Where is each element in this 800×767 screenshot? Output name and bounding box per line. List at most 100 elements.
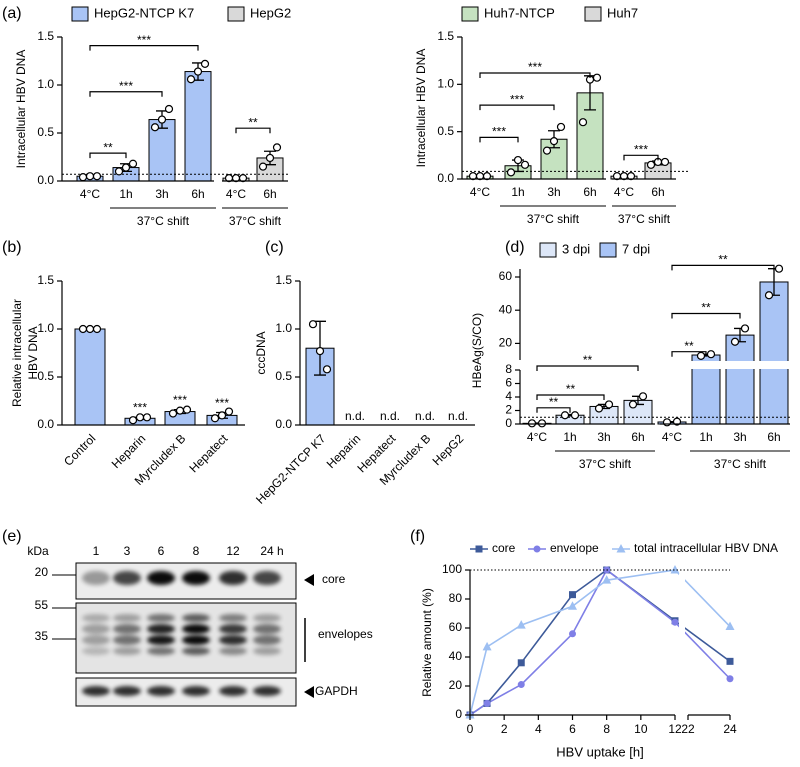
significance-label: **	[718, 253, 728, 267]
band	[219, 647, 247, 655]
legend-swatch	[461, 6, 479, 22]
band	[219, 571, 247, 585]
y-tick-label: 0.5	[437, 124, 454, 138]
marker-label: 55	[35, 598, 49, 612]
panel-label: (c)	[265, 239, 284, 256]
data-point	[258, 162, 268, 171]
arrow	[304, 686, 314, 698]
data-point	[135, 413, 145, 422]
panel-label: (d)	[505, 239, 525, 256]
group-label: 37°C shift	[579, 457, 632, 471]
band	[253, 635, 281, 645]
data-point	[740, 324, 750, 333]
y-tick-label: 0.0	[37, 417, 54, 431]
y-tick-label: 0.5	[37, 369, 54, 383]
value-label: n.d.	[345, 409, 365, 423]
group-label: 37°C shift	[527, 212, 580, 226]
significance-bracket	[671, 312, 741, 319]
band	[253, 614, 281, 622]
data-point	[168, 409, 178, 418]
lane-label: 12	[226, 544, 240, 558]
arrow	[304, 574, 314, 586]
band	[219, 635, 247, 645]
data-point	[660, 157, 670, 167]
data-point	[238, 174, 248, 183]
legend-label: envelope	[550, 541, 599, 555]
data-point	[730, 337, 740, 346]
data-point	[78, 173, 88, 182]
data-point	[549, 137, 559, 146]
data-point	[85, 172, 95, 181]
marker	[517, 681, 525, 689]
significance-label: ***	[215, 396, 229, 410]
y-tick-label: 40	[499, 302, 513, 316]
y-tick-label: 0.0	[437, 171, 454, 185]
data-point	[193, 67, 203, 76]
group-label: 37°C shift	[618, 212, 671, 226]
y-axis-label: Relative amount (%)	[420, 588, 434, 697]
panel-label: (b)	[2, 239, 22, 256]
significance-label: **	[549, 395, 559, 409]
x-tick-label: 6h	[651, 185, 664, 199]
series-line	[469, 568, 731, 716]
x-tick-label: 6h	[631, 430, 644, 444]
significance-label: **	[248, 115, 258, 129]
x-tick-label: 1h	[563, 430, 576, 444]
band	[253, 624, 281, 634]
significance-bracket	[89, 152, 127, 159]
marker	[569, 591, 576, 599]
y-tick-label: 60	[499, 269, 513, 283]
y-tick-label: 1.0	[437, 77, 454, 91]
marker	[517, 659, 525, 667]
panel-label: (e)	[2, 528, 22, 545]
group-label: 37°C shift	[714, 457, 767, 471]
data-point	[308, 320, 318, 329]
x-tick-label: 4°C	[226, 187, 246, 201]
significance-label: ***	[510, 92, 524, 106]
data-point	[157, 115, 167, 124]
x-tick-label: 6h	[191, 187, 204, 201]
data-point	[121, 163, 131, 172]
marker-label: 35	[35, 629, 49, 643]
band	[182, 614, 210, 622]
marker	[483, 699, 491, 707]
data-point	[578, 118, 588, 127]
marker	[725, 621, 735, 631]
x-tick-label: 4°C	[80, 187, 100, 201]
data-point	[764, 291, 774, 300]
lane-label: 1	[93, 544, 100, 558]
x-tick-label: 3h	[733, 430, 746, 444]
x-tick-label: 4°C	[662, 430, 682, 444]
value-label: n.d.	[448, 409, 468, 423]
data-point	[626, 172, 636, 181]
series-line	[469, 569, 731, 716]
significance-label: ***	[173, 393, 187, 407]
axis-break	[679, 562, 685, 737]
y-axis-label: HBeAg(S/CO)	[470, 313, 484, 388]
band	[147, 571, 175, 585]
data-point	[513, 155, 523, 165]
data-point	[706, 350, 716, 359]
data-point	[182, 405, 192, 414]
band	[82, 635, 110, 645]
band	[82, 686, 110, 696]
marker	[482, 641, 492, 651]
y-tick-label: 6	[505, 376, 512, 390]
marker	[568, 601, 577, 610]
y-tick-label: 1.5	[37, 273, 54, 287]
band	[113, 686, 141, 696]
significance-label: ***	[528, 60, 542, 74]
data-point	[85, 324, 95, 334]
y-tick-label: 1.5	[275, 273, 292, 287]
y-tick-label: 1.5	[437, 29, 454, 43]
marker	[475, 545, 483, 553]
y-axis-label: cccDNA	[254, 331, 268, 374]
x-tick-label: Heparin	[109, 431, 149, 471]
significance-label: **	[566, 382, 576, 396]
series-line	[469, 569, 731, 716]
marker	[726, 657, 734, 665]
significance-label: ***	[137, 33, 151, 47]
legend-swatch	[599, 242, 617, 258]
significance-bracket	[536, 365, 639, 371]
y-tick-label: 80	[449, 591, 463, 605]
